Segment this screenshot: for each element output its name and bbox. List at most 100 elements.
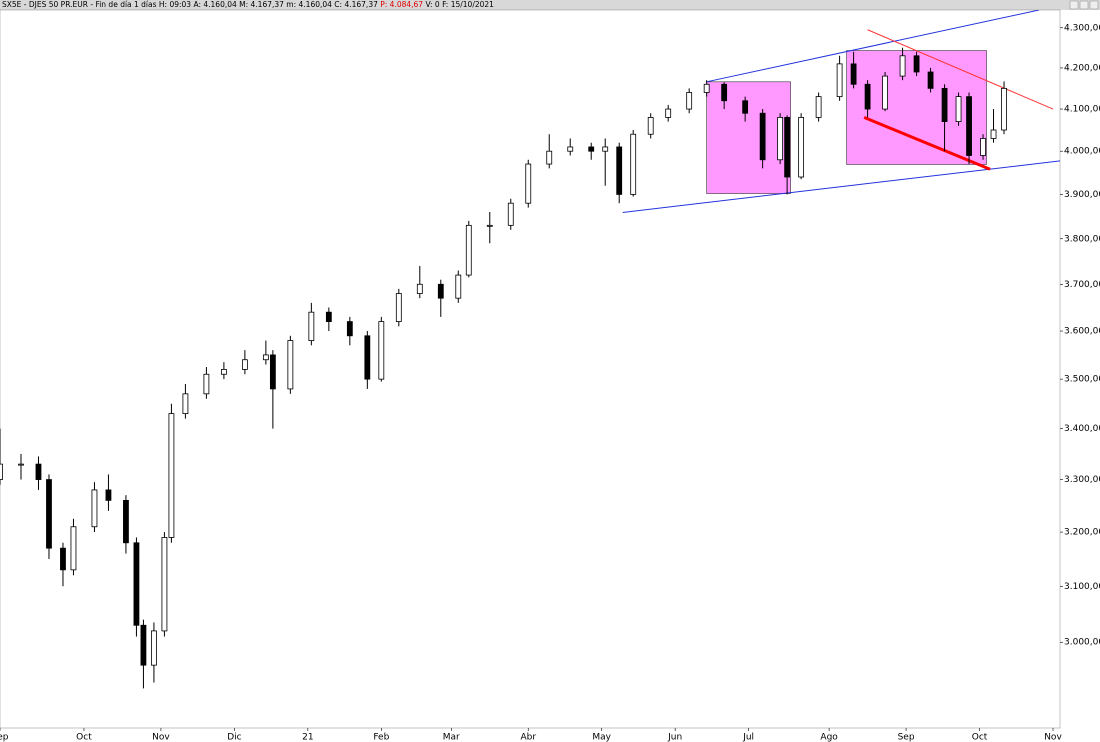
x-tick-label: Jul xyxy=(742,733,754,742)
candle-body xyxy=(777,117,784,161)
x-tick-label: Ago xyxy=(820,733,838,742)
y-tick-label: 4.200,00 xyxy=(1064,63,1100,73)
candle-body xyxy=(913,55,920,73)
y-tick-label: 3.800,00 xyxy=(1064,234,1100,244)
candle-body xyxy=(815,96,822,118)
candle-body xyxy=(630,133,637,195)
x-tick-label: Abr xyxy=(520,733,536,742)
candle-body xyxy=(742,100,749,114)
candle-body xyxy=(941,87,948,122)
candle-body xyxy=(665,108,672,118)
candle-body xyxy=(91,489,98,528)
candle-body xyxy=(161,537,168,632)
candle-body xyxy=(364,335,371,380)
candle-body xyxy=(602,146,609,152)
candle-body xyxy=(416,283,423,294)
candle-body xyxy=(486,224,493,227)
highlight-box xyxy=(706,81,791,194)
candle-body xyxy=(378,321,385,380)
candle-body xyxy=(105,489,112,501)
candle-body xyxy=(836,63,843,98)
y-tick-label: 3.300,00 xyxy=(1064,475,1100,485)
candle-body xyxy=(287,340,294,390)
candle-body xyxy=(850,63,857,85)
candle-body xyxy=(616,146,623,195)
candle-body xyxy=(955,96,962,122)
y-tick-label: 4.000,00 xyxy=(1064,147,1100,157)
candle-body xyxy=(1001,87,1007,131)
window-buttons[interactable] xyxy=(1069,0,1099,10)
y-tick-label: 4.100,00 xyxy=(1064,105,1100,115)
minimize-button[interactable] xyxy=(1069,0,1079,10)
candle-body xyxy=(980,138,986,156)
candle-body xyxy=(966,96,972,156)
candle-body xyxy=(269,354,276,390)
candle-body xyxy=(546,150,553,165)
x-tick-label: Nov xyxy=(152,733,170,742)
trend-line xyxy=(867,29,1054,110)
title-bar xyxy=(0,0,1100,10)
candle-body xyxy=(437,283,444,299)
x-tick-label: Jun xyxy=(667,733,682,742)
x-tick-label: Dic xyxy=(227,733,241,742)
candle-body xyxy=(46,479,52,549)
y-tick-label: 3.900,00 xyxy=(1064,190,1100,200)
candles xyxy=(0,47,1007,689)
header: SX5E - DJES 50 PR.EUR - Fin de día 1 día… xyxy=(2,0,494,9)
x-tick-label: Oct xyxy=(76,733,92,742)
trend-line xyxy=(706,10,1040,83)
maximize-button[interactable] xyxy=(1079,0,1089,10)
candle-body xyxy=(507,202,514,226)
y-tick-label: 4.300,00 xyxy=(1064,23,1100,33)
axes: 3.000,00 3.100,00 3.200,00 3.300,00 3.400,00… xyxy=(0,23,1100,742)
candle-body xyxy=(182,393,189,415)
candle-body xyxy=(18,463,24,466)
y-tick-label: 3.200,00 xyxy=(1064,528,1100,538)
x-tick-label: Oct xyxy=(972,733,988,742)
candle-body xyxy=(262,354,269,361)
candle-body xyxy=(703,83,710,93)
candle-body xyxy=(70,526,77,571)
candle-body xyxy=(395,293,402,322)
candle-body xyxy=(123,499,129,544)
candle-body xyxy=(798,117,805,178)
candle-body xyxy=(759,112,766,161)
candle-body xyxy=(567,146,574,152)
candle-body xyxy=(308,311,315,341)
x-tick-label: Feb xyxy=(373,733,389,742)
y-tick-label: 3.500,00 xyxy=(1064,375,1100,385)
y-tick-label: 3.400,00 xyxy=(1064,424,1100,434)
x-tick-label: Sep xyxy=(0,733,9,742)
x-tick-label: Nov xyxy=(1044,733,1062,742)
x-tick-label: 21 xyxy=(302,733,313,742)
x-tick-label: Sep xyxy=(898,733,915,742)
trend-line xyxy=(622,160,1060,213)
candle-body xyxy=(325,311,332,322)
header-info: SX5E - DJES 50 PR.EUR - Fin de día 1 día… xyxy=(2,0,378,9)
x-tick-label: May xyxy=(592,733,611,742)
candle-body xyxy=(588,146,595,152)
candle-body xyxy=(990,129,997,139)
candle-body xyxy=(151,630,157,666)
candle-body xyxy=(220,369,227,375)
candle-body xyxy=(899,55,906,77)
candle-body xyxy=(140,624,147,666)
y-tick-label: 3.700,00 xyxy=(1064,280,1100,290)
header-price: P: 4.084,67 xyxy=(380,0,423,9)
candle-body xyxy=(35,463,42,480)
candle-body xyxy=(346,321,353,337)
candle-body xyxy=(882,75,888,110)
candle-body xyxy=(784,117,791,178)
candle-body xyxy=(927,71,934,89)
y-tick-label: 3.600,00 xyxy=(1064,327,1100,337)
candle-body xyxy=(241,359,248,370)
candle-body xyxy=(0,463,3,480)
candle-body xyxy=(525,163,532,204)
candle-body xyxy=(686,92,693,110)
candle-body xyxy=(60,547,66,571)
candle-body xyxy=(465,224,472,276)
close-button[interactable] xyxy=(1089,0,1099,10)
candle-body xyxy=(647,117,654,135)
candle-body xyxy=(168,413,175,538)
